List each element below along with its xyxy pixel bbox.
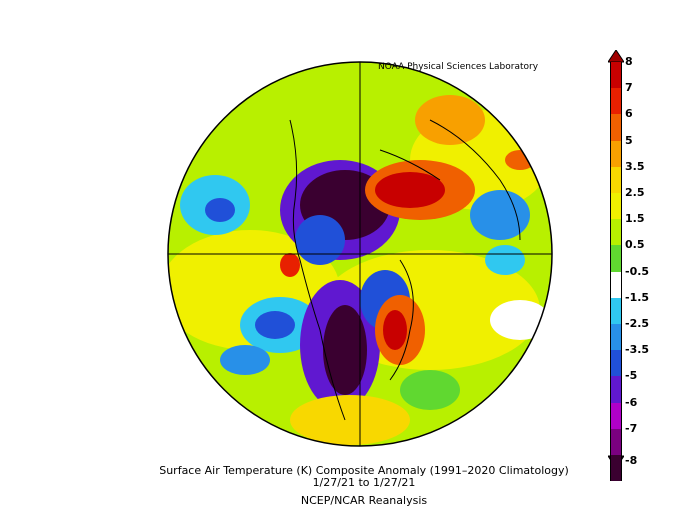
colorbar-swatch — [610, 428, 622, 455]
colorbar-label: 8 — [625, 55, 633, 68]
colorbar-label: -7 — [625, 421, 638, 435]
colorbar-label: 0.5 — [625, 238, 645, 252]
colorbar-swatch — [610, 114, 622, 141]
colorbar-swatch — [610, 245, 622, 272]
colorbar-swatch — [610, 350, 622, 377]
colorbar-label: -1.5 — [625, 290, 650, 304]
coastlines — [289, 119, 521, 421]
colorbar-label: -2.5 — [625, 317, 650, 330]
colorbar-swatch — [610, 88, 622, 115]
colorbar-label: 2.5 — [625, 186, 645, 199]
colorbar-label: -0.5 — [625, 264, 650, 278]
colorbar-swatch — [610, 455, 622, 482]
colorbar-label: 5 — [625, 133, 633, 147]
chart-title: Surface Air Temperature (K) Composite An… — [159, 464, 569, 477]
colorbar-label: 3.5 — [625, 159, 645, 173]
colorbar-swatch — [610, 297, 622, 324]
colorbar: 8 7 6 5 3.5 2.5 1.5 0.5 -0.5 -1.5 -2.5 -3.5 -5 -6 -7 -8 — [608, 50, 668, 482]
colorbar-label: -6 — [625, 395, 638, 409]
colorbar-label: -8 — [625, 454, 638, 467]
colorbar-swatch — [610, 376, 622, 403]
colorbar-swatch — [610, 166, 622, 193]
colorbar-label: 6 — [625, 107, 633, 121]
date-range: 1/27/21 to 1/27/21 — [312, 476, 416, 489]
colorbar-label: -5 — [625, 369, 638, 383]
colorbar-swatch — [610, 402, 622, 429]
colorbar-swatch — [610, 324, 622, 351]
colorbar-label: -3.5 — [625, 343, 650, 357]
colorbar-swatch — [610, 193, 622, 220]
colorbar-swatch — [610, 62, 622, 89]
colorbar-swatch — [610, 271, 622, 298]
colorbar-label: 7 — [625, 81, 633, 95]
colorbar-swatch — [610, 140, 622, 167]
colorbar-swatch — [610, 219, 622, 246]
source-label: NCEP/NCAR Reanalysis — [300, 494, 428, 507]
colorbar-label: 1.5 — [625, 212, 645, 226]
credit-label: NOAA Physical Sciences Laboratory — [378, 62, 539, 72]
